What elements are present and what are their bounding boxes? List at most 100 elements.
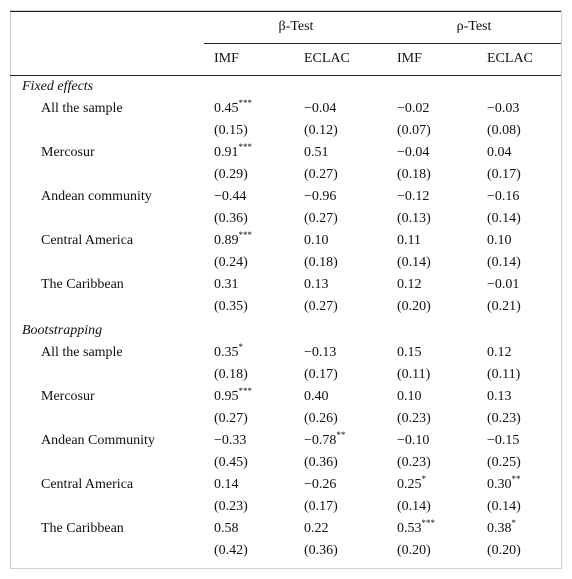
- standard-error: (0.18): [304, 255, 338, 270]
- standard-error: (0.17): [304, 367, 338, 382]
- standard-error: (0.14): [397, 499, 431, 514]
- estimate: 0.15: [397, 345, 422, 360]
- estimate: −0.96: [304, 189, 337, 204]
- standard-error: (0.23): [397, 455, 431, 470]
- row-label: Mercosur: [41, 389, 95, 404]
- standard-error: (0.07): [397, 123, 431, 138]
- standard-error: (0.23): [487, 411, 521, 426]
- estimate-cell: −0.33: [214, 433, 246, 449]
- estimate-cell: 0.10: [397, 389, 422, 405]
- standard-error: (0.23): [397, 411, 431, 426]
- section-title: Bootstrapping: [22, 323, 103, 338]
- significance: **: [336, 430, 346, 440]
- estimate-cell: 0.45***: [214, 98, 253, 117]
- estimate-cell: 0.35*: [214, 343, 243, 361]
- header-rule: [10, 75, 561, 76]
- estimate: 0.58: [214, 521, 239, 536]
- estimate: −0.03: [487, 101, 520, 116]
- row-label: Mercosur: [41, 145, 95, 160]
- estimate-cell: −0.02: [397, 101, 429, 117]
- estimate: 0.14: [214, 477, 239, 492]
- standard-error: (0.13): [397, 211, 431, 226]
- group-rule: [204, 43, 561, 44]
- row-label: The Caribbean: [41, 521, 124, 536]
- estimate-cell: 0.04: [487, 145, 512, 161]
- significance: ***: [238, 142, 253, 152]
- section-title: Fixed effects: [22, 79, 94, 94]
- estimate: 0.89: [214, 233, 239, 248]
- significance: ***: [238, 98, 253, 108]
- estimate-cell: 0.31: [214, 277, 239, 293]
- estimate: 0.91: [214, 145, 239, 160]
- column-header: IMF: [397, 51, 422, 66]
- standard-error: (0.14): [487, 499, 521, 514]
- row-label: Central America: [41, 477, 134, 492]
- estimate: 0.25: [397, 477, 422, 492]
- estimate-cell: 0.40: [304, 389, 329, 405]
- estimate: 0.30: [487, 477, 512, 492]
- estimate-cell: −0.15: [487, 433, 519, 449]
- estimate-cell: −0.12: [397, 189, 429, 205]
- estimate-cell: 0.89***: [214, 230, 253, 249]
- significance: ***: [421, 518, 436, 528]
- estimate: 0.40: [304, 389, 329, 404]
- significance: ***: [238, 230, 253, 240]
- estimate-cell: −0.04: [304, 101, 336, 117]
- standard-error: (0.14): [487, 255, 521, 270]
- standard-error: (0.14): [487, 211, 521, 226]
- standard-error: (0.45): [214, 455, 248, 470]
- standard-error: (0.42): [214, 543, 248, 558]
- standard-error: (0.15): [214, 123, 248, 138]
- row-label: The Caribbean: [41, 277, 124, 292]
- estimate-cell: 0.13: [487, 389, 512, 405]
- estimate: 0.53: [397, 521, 422, 536]
- estimate-cell: 0.12: [397, 277, 422, 293]
- estimate-cell: 0.95***: [214, 387, 252, 405]
- estimate: 0.45: [214, 101, 239, 116]
- estimate: −0.78: [304, 433, 337, 448]
- estimate-cell: 0.12: [487, 345, 512, 361]
- standard-error: (0.20): [397, 299, 431, 314]
- group-header: ρ-Test: [456, 19, 492, 34]
- estimate: −0.04: [397, 145, 430, 160]
- estimate-cell: −0.01: [487, 277, 519, 293]
- estimate-cell: −0.96: [304, 189, 336, 205]
- standard-error: (0.36): [304, 455, 338, 470]
- column-header: ECLAC: [487, 51, 533, 66]
- standard-error: (0.29): [214, 167, 248, 182]
- standard-error: (0.27): [304, 211, 338, 226]
- estimate: −0.15: [487, 433, 520, 448]
- standard-error: (0.26): [304, 411, 338, 426]
- standard-error: (0.36): [304, 543, 338, 558]
- standard-error: (0.21): [487, 299, 521, 314]
- column-header: ECLAC: [304, 51, 350, 66]
- estimate: 0.38: [487, 521, 512, 536]
- standard-error: (0.20): [487, 543, 521, 558]
- estimate: 0.11: [397, 233, 421, 248]
- estimate-cell: −0.16: [487, 189, 519, 205]
- estimate-cell: 0.38*: [487, 519, 516, 537]
- estimate: 0.51: [304, 145, 329, 160]
- estimate: 0.31: [214, 277, 239, 292]
- standard-error: (0.23): [214, 499, 248, 514]
- estimate-cell: −0.44: [214, 189, 246, 205]
- standard-error: (0.27): [214, 411, 248, 426]
- estimate: 0.04: [487, 145, 512, 160]
- estimate-cell: 0.11: [397, 233, 421, 249]
- estimate: −0.01: [487, 277, 520, 292]
- estimate-cell: 0.10: [487, 233, 512, 249]
- standard-error: (0.18): [214, 367, 248, 382]
- row-label: All the sample: [41, 101, 123, 116]
- estimate: −0.44: [214, 189, 247, 204]
- estimate-cell: −0.26: [304, 477, 336, 493]
- row-label: Central America: [41, 233, 134, 248]
- estimate: 0.10: [487, 233, 512, 248]
- standard-error: (0.11): [487, 367, 521, 382]
- estimate: 0.12: [487, 345, 512, 360]
- estimate-cell: −0.13: [304, 345, 336, 361]
- estimate: −0.02: [397, 101, 430, 116]
- estimate-cell: 0.22: [304, 521, 329, 537]
- standard-error: (0.14): [397, 255, 431, 270]
- estimate: 0.10: [397, 389, 422, 404]
- standard-error: (0.24): [214, 255, 248, 270]
